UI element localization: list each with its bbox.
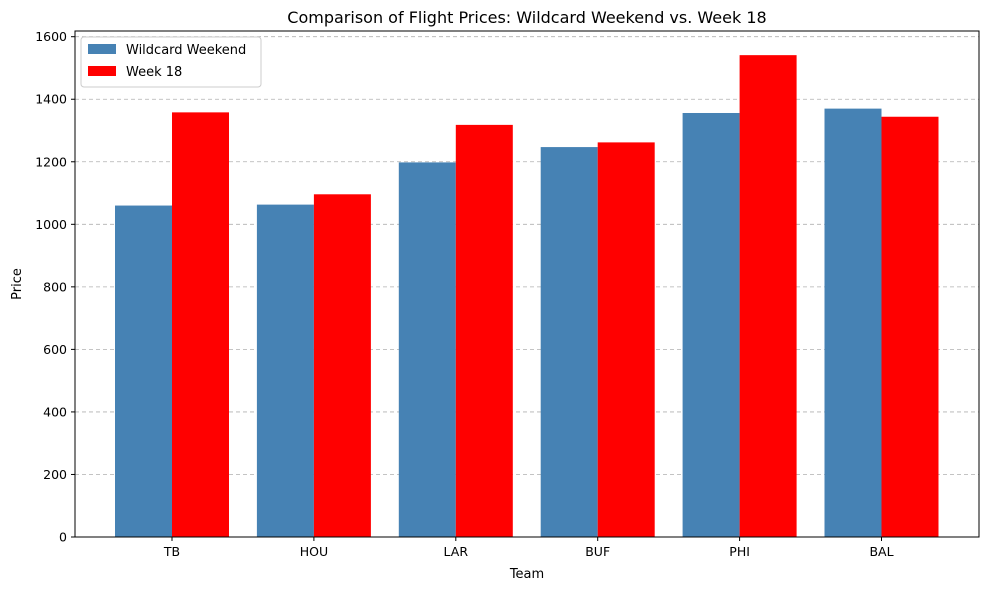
x-tick-label: TB	[163, 544, 180, 559]
x-tick-label: HOU	[300, 544, 328, 559]
bar-tb-week-18	[172, 112, 229, 538]
y-tick-label: 200	[43, 467, 67, 482]
legend-swatch-week-18	[88, 66, 116, 76]
bars	[115, 55, 939, 538]
bar-phi-week-18	[739, 55, 797, 538]
y-tick-label: 800	[43, 279, 67, 294]
plot-frame	[74, 30, 980, 538]
bar-lar-week-18	[455, 124, 513, 538]
x-tick-label: BAL	[869, 544, 893, 559]
bar-hou-week-18	[313, 194, 371, 537]
y-tick-label: 1000	[35, 217, 67, 232]
bar-hou-wildcard-weekend	[256, 204, 314, 537]
bar-buf-wildcard-weekend	[540, 147, 598, 538]
y-axis: 0 200 400 600 800 1000 1200 1400 1600	[35, 29, 75, 545]
legend-box	[80, 36, 262, 88]
y-tick-label: 0	[59, 530, 67, 545]
x-tick-label: BUF	[585, 544, 610, 559]
bar-phi-wildcard-weekend	[682, 112, 740, 537]
bar-tb-wildcard-weekend	[115, 205, 172, 537]
y-tick-label: 1400	[35, 92, 67, 107]
bar-buf-week-18	[597, 142, 655, 538]
chart-title: Comparison of Flight Prices: Wildcard We…	[287, 8, 766, 27]
x-tick-label: LAR	[444, 544, 469, 559]
bar-bal-wildcard-weekend	[824, 108, 882, 537]
legend-label-wildcard-weekend: Wildcard Weekend	[126, 43, 246, 58]
y-tick-label: 400	[43, 404, 67, 419]
x-axis-label: Team	[509, 567, 544, 582]
legend-swatch-wildcard-weekend	[88, 44, 116, 54]
legend-label-week-18: Week 18	[126, 65, 182, 80]
bar-lar-wildcard-weekend	[398, 162, 456, 537]
y-tick-label: 600	[43, 342, 67, 357]
bar-bal-week-18	[881, 116, 939, 538]
legend: Wildcard Weekend Week 18	[80, 36, 262, 88]
y-tick-label: 1200	[35, 154, 67, 169]
x-tick-label: PHI	[729, 544, 750, 559]
y-axis-label: Price	[10, 268, 25, 300]
y-tick-label: 1600	[35, 29, 67, 44]
x-axis: TB HOU LAR BUF PHI BAL	[163, 537, 894, 559]
